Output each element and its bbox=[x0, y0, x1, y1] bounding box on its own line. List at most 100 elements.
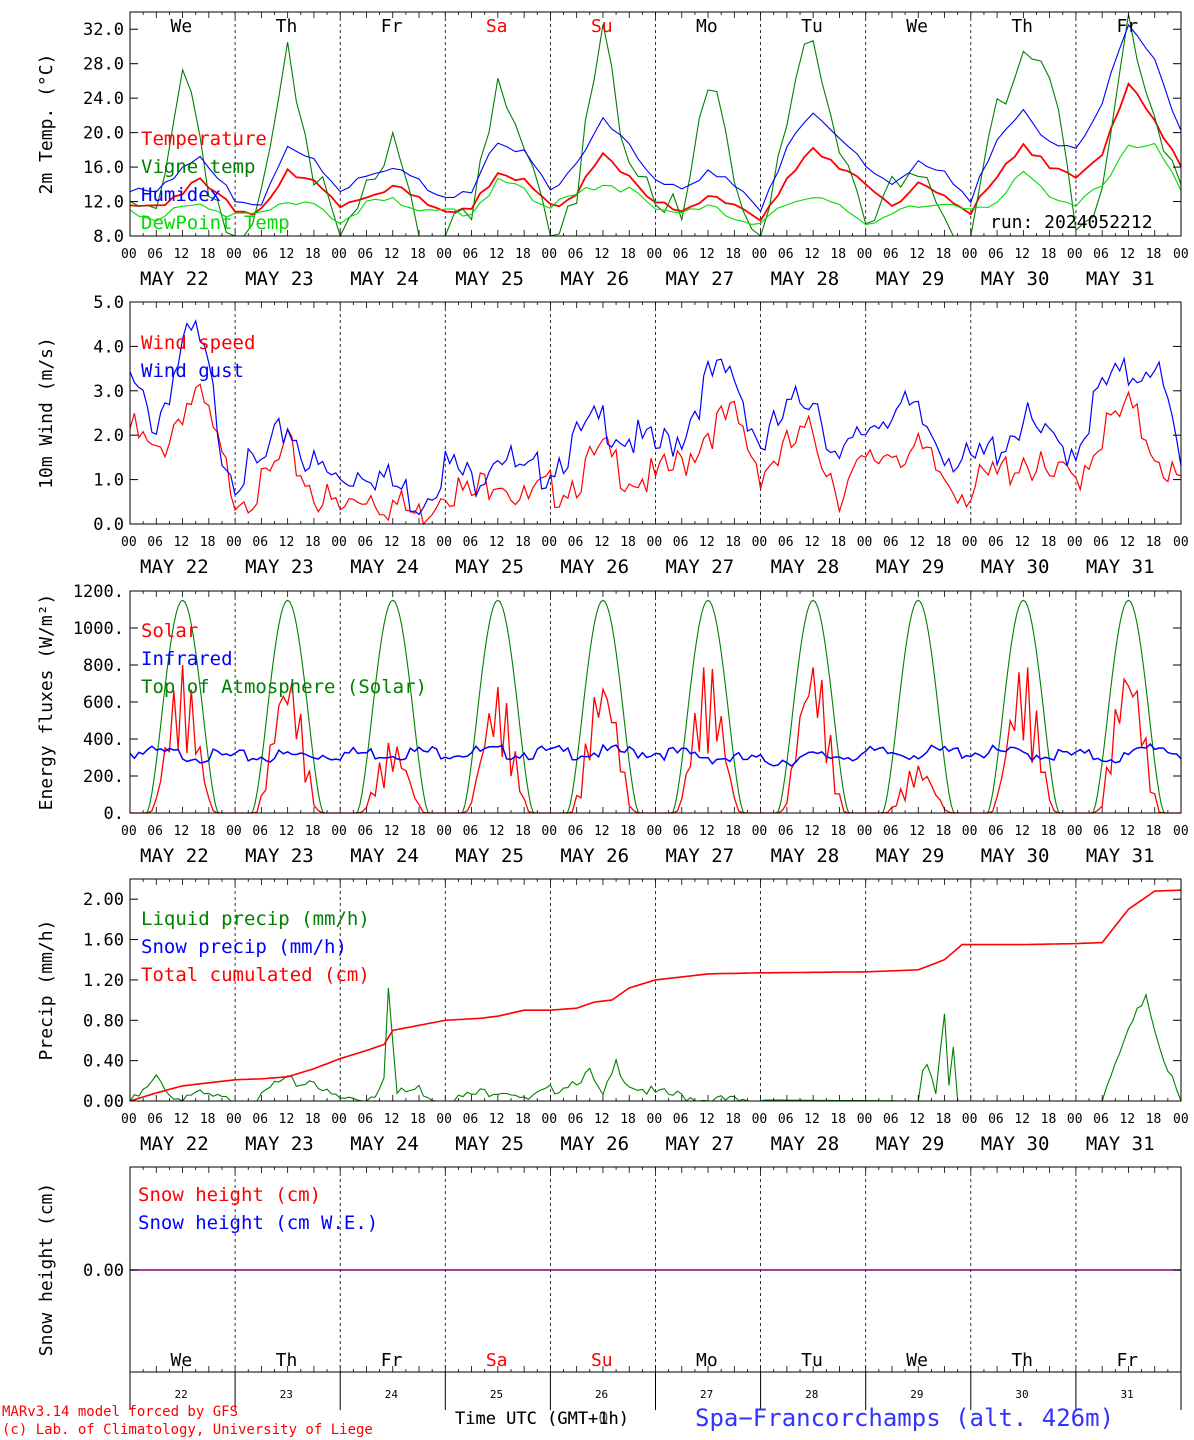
hour-tick-label: 12 bbox=[1119, 247, 1135, 262]
date-label: MAY 31 bbox=[1086, 556, 1155, 578]
series-line-humidex bbox=[129, 23, 1182, 213]
day-number-label: 22 bbox=[175, 1388, 188, 1401]
hour-tick-label: 00 bbox=[541, 535, 557, 550]
hour-tick-label: 00 bbox=[331, 247, 347, 262]
hour-tick-label: 06 bbox=[463, 247, 479, 262]
hour-tick-label: 18 bbox=[830, 1112, 846, 1127]
y-tick-label: 4.0 bbox=[93, 337, 124, 357]
hour-tick-label: 06 bbox=[673, 247, 689, 262]
hour-tick-label: 06 bbox=[252, 824, 268, 839]
run-label: run: 2024052212 bbox=[990, 212, 1153, 233]
hour-tick-label: 18 bbox=[620, 535, 636, 550]
date-label: MAY 29 bbox=[876, 1133, 945, 1155]
hour-tick-label: 06 bbox=[147, 1112, 163, 1127]
hour-tick-label: 00 bbox=[752, 824, 768, 839]
legend-entry: Snow height (cm W.E.) bbox=[138, 1212, 378, 1234]
series-lines bbox=[129, 14, 1182, 1271]
hour-tick-label: 12 bbox=[1119, 824, 1135, 839]
hour-tick-label: 12 bbox=[594, 247, 610, 262]
hour-tick-label: 18 bbox=[830, 247, 846, 262]
y-tick-label: 400. bbox=[83, 730, 124, 750]
day-number-label: 26 bbox=[595, 1388, 608, 1401]
hour-tick-label: 18 bbox=[410, 824, 426, 839]
hour-tick-label: 06 bbox=[988, 824, 1004, 839]
date-label: MAY 30 bbox=[981, 845, 1050, 867]
weekday-label: Fr bbox=[381, 16, 403, 37]
hour-tick-label: 12 bbox=[1014, 824, 1030, 839]
hour-tick-label: 06 bbox=[568, 247, 584, 262]
hour-tick-label: 12 bbox=[594, 535, 610, 550]
hour-tick-label: 12 bbox=[1014, 535, 1030, 550]
hour-tick-label: 18 bbox=[200, 247, 216, 262]
date-label: MAY 26 bbox=[560, 268, 629, 290]
series-line-dewpoint-temp bbox=[129, 142, 1182, 226]
hour-tick-label: 00 bbox=[962, 247, 978, 262]
hour-tick-label: 18 bbox=[1146, 1112, 1162, 1127]
hour-tick-label: 18 bbox=[410, 247, 426, 262]
y-tick-label: 2.00 bbox=[83, 890, 124, 910]
hour-tick-label: 12 bbox=[279, 535, 295, 550]
hour-tick-label: 12 bbox=[804, 535, 820, 550]
weekday-label: Sa bbox=[486, 1350, 508, 1371]
day-number-label: 28 bbox=[805, 1388, 818, 1401]
hour-tick-label: 18 bbox=[1041, 535, 1057, 550]
hour-tick-label: 18 bbox=[515, 247, 531, 262]
hour-tick-label: 06 bbox=[673, 824, 689, 839]
hour-tick-label: 06 bbox=[147, 247, 163, 262]
hour-tick-label: 12 bbox=[489, 247, 505, 262]
day-number-label: 31 bbox=[1120, 1388, 1133, 1401]
y-axis-label: 2m Temp. (°C) bbox=[36, 54, 57, 195]
date-label: MAY 23 bbox=[245, 1133, 314, 1155]
legend-entry: Top of Atmosphere (Solar) bbox=[141, 676, 427, 698]
weekday-label: Sa bbox=[486, 16, 508, 37]
hour-tick-label: 06 bbox=[252, 535, 268, 550]
hour-tick-label: 18 bbox=[410, 535, 426, 550]
hour-tick-label: 06 bbox=[568, 535, 584, 550]
hour-tick-label: 00 bbox=[121, 824, 137, 839]
hour-tick-label: 00 bbox=[331, 1112, 347, 1127]
hour-tick-label: 18 bbox=[620, 1112, 636, 1127]
date-label: MAY 26 bbox=[560, 556, 629, 578]
hour-tick-label: 12 bbox=[489, 1112, 505, 1127]
hour-tick-label: 00 bbox=[647, 824, 663, 839]
hour-tick-label: 06 bbox=[147, 535, 163, 550]
date-label: MAY 31 bbox=[1086, 845, 1155, 867]
y-tick-label: 0.0 bbox=[93, 515, 124, 535]
date-label: MAY 22 bbox=[140, 556, 209, 578]
y-tick-label: 0. bbox=[104, 804, 124, 824]
hour-tick-label: 06 bbox=[883, 247, 899, 262]
hour-tick-label: 12 bbox=[699, 1112, 715, 1127]
hour-tick-label: 00 bbox=[857, 824, 873, 839]
day-number-label: 23 bbox=[280, 1388, 293, 1401]
hour-tick-label: 12 bbox=[489, 535, 505, 550]
hour-tick-label: 06 bbox=[778, 247, 794, 262]
hour-tick-label: 18 bbox=[305, 247, 321, 262]
hour-tick-label: 00 bbox=[962, 824, 978, 839]
hour-tick-label: 00 bbox=[226, 247, 242, 262]
y-tick-label: 5.0 bbox=[93, 293, 124, 313]
date-label: MAY 29 bbox=[876, 845, 945, 867]
weekday-label: We bbox=[906, 1350, 928, 1371]
hour-tick-label: 18 bbox=[936, 535, 952, 550]
date-label: MAY 25 bbox=[455, 556, 524, 578]
hour-tick-label: 18 bbox=[305, 824, 321, 839]
hour-tick-label: 06 bbox=[463, 1112, 479, 1127]
hour-tick-label: 00 bbox=[857, 247, 873, 262]
hour-tick-label: 06 bbox=[988, 535, 1004, 550]
hour-tick-label: 12 bbox=[699, 824, 715, 839]
hour-tick-label: 06 bbox=[463, 535, 479, 550]
hour-tick-label: 00 bbox=[541, 1112, 557, 1127]
y-axis-label: 10m Wind (m/s) bbox=[36, 337, 57, 489]
y-tick-label: 1000. bbox=[73, 619, 124, 639]
hour-tick-label: 12 bbox=[489, 824, 505, 839]
hour-tick-label: 12 bbox=[279, 824, 295, 839]
day-number-label: 24 bbox=[385, 1388, 399, 1401]
hour-tick-label: 18 bbox=[200, 535, 216, 550]
hour-tick-label: 18 bbox=[200, 1112, 216, 1127]
hour-tick-label: 00 bbox=[121, 535, 137, 550]
date-label: MAY 25 bbox=[455, 1133, 524, 1155]
hour-tick-label: 12 bbox=[384, 535, 400, 550]
date-label: MAY 28 bbox=[771, 556, 840, 578]
hour-tick-label: 12 bbox=[909, 535, 925, 550]
hour-tick-label: 18 bbox=[515, 824, 531, 839]
